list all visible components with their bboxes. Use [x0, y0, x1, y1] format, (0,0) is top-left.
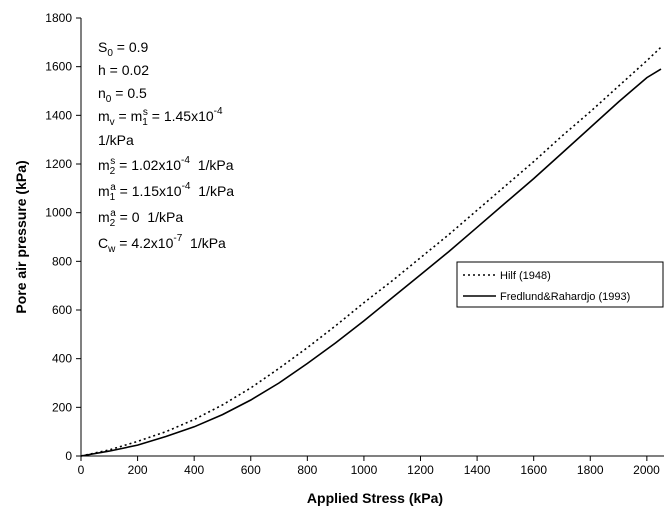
y-tick-label: 600: [52, 303, 72, 317]
y-tick-label: 800: [52, 254, 72, 268]
legend: Hilf (1948) Fredlund&Rahardjo (1993): [456, 261, 664, 308]
legend-box: [456, 261, 664, 308]
y-tick-label: 1800: [45, 11, 72, 25]
parameter-annotations: S0 = 0.9 h = 0.02 n0 = 0.5 mv = m1s = 1.…: [98, 39, 234, 255]
annotation-cw: Cw = 4.2x10-7 1/kPa: [98, 233, 226, 255]
y-tick-label: 1200: [45, 157, 72, 171]
y-axis-label: Pore air pressure (kPa): [13, 160, 29, 313]
annotation-h: h = 0.02: [98, 62, 149, 78]
series-line-fredlund: [80, 68, 662, 457]
ticks: 0 200 400 600 800 1000 1200 1400 1600 1800 2000 0 20…: [45, 11, 660, 477]
annotation-m1a: m1a = 1.15x10-4 1/kPa: [98, 181, 234, 203]
y-tick-label: 400: [52, 352, 72, 366]
annotation-m2s: m2s = 1.02x10-4 1/kPa: [98, 155, 234, 177]
annotation-mv-unit: 1/kPa: [98, 132, 134, 148]
y-tick-label: 0: [65, 449, 72, 463]
x-axis-label: Applied Stress (kPa): [307, 490, 443, 506]
annotation-n0: n0 = 0.5: [98, 85, 147, 105]
legend-label-fredlund: Fredlund&Rahardjo (1993): [500, 291, 630, 303]
x-tick-label: 1800: [577, 463, 604, 477]
x-tick-label: 1200: [407, 463, 434, 477]
legend-label-hilf: Hilf (1948): [500, 270, 551, 282]
x-tick-label: 600: [241, 463, 261, 477]
x-tick-label: 1600: [520, 463, 547, 477]
x-tick-label: 2000: [633, 463, 660, 477]
annotation-m2a: m2a = 0 1/kPa: [98, 208, 183, 229]
y-tick-label: 1400: [45, 108, 72, 122]
x-tick-label: 400: [184, 463, 204, 477]
x-tick-label: 1000: [351, 463, 378, 477]
x-tick-label: 800: [297, 463, 317, 477]
series-group: [80, 46, 662, 457]
y-tick-label: 1600: [45, 60, 72, 74]
x-tick-label: 0: [78, 463, 85, 477]
x-tick-label: 200: [128, 463, 148, 477]
annotation-s0: S0 = 0.9: [98, 39, 149, 59]
x-tick-label: 1400: [464, 463, 491, 477]
y-tick-label: 1000: [45, 206, 72, 220]
y-tick-label: 200: [52, 400, 72, 414]
annotation-mv: mv = m1s = 1.45x10-4: [98, 106, 223, 128]
